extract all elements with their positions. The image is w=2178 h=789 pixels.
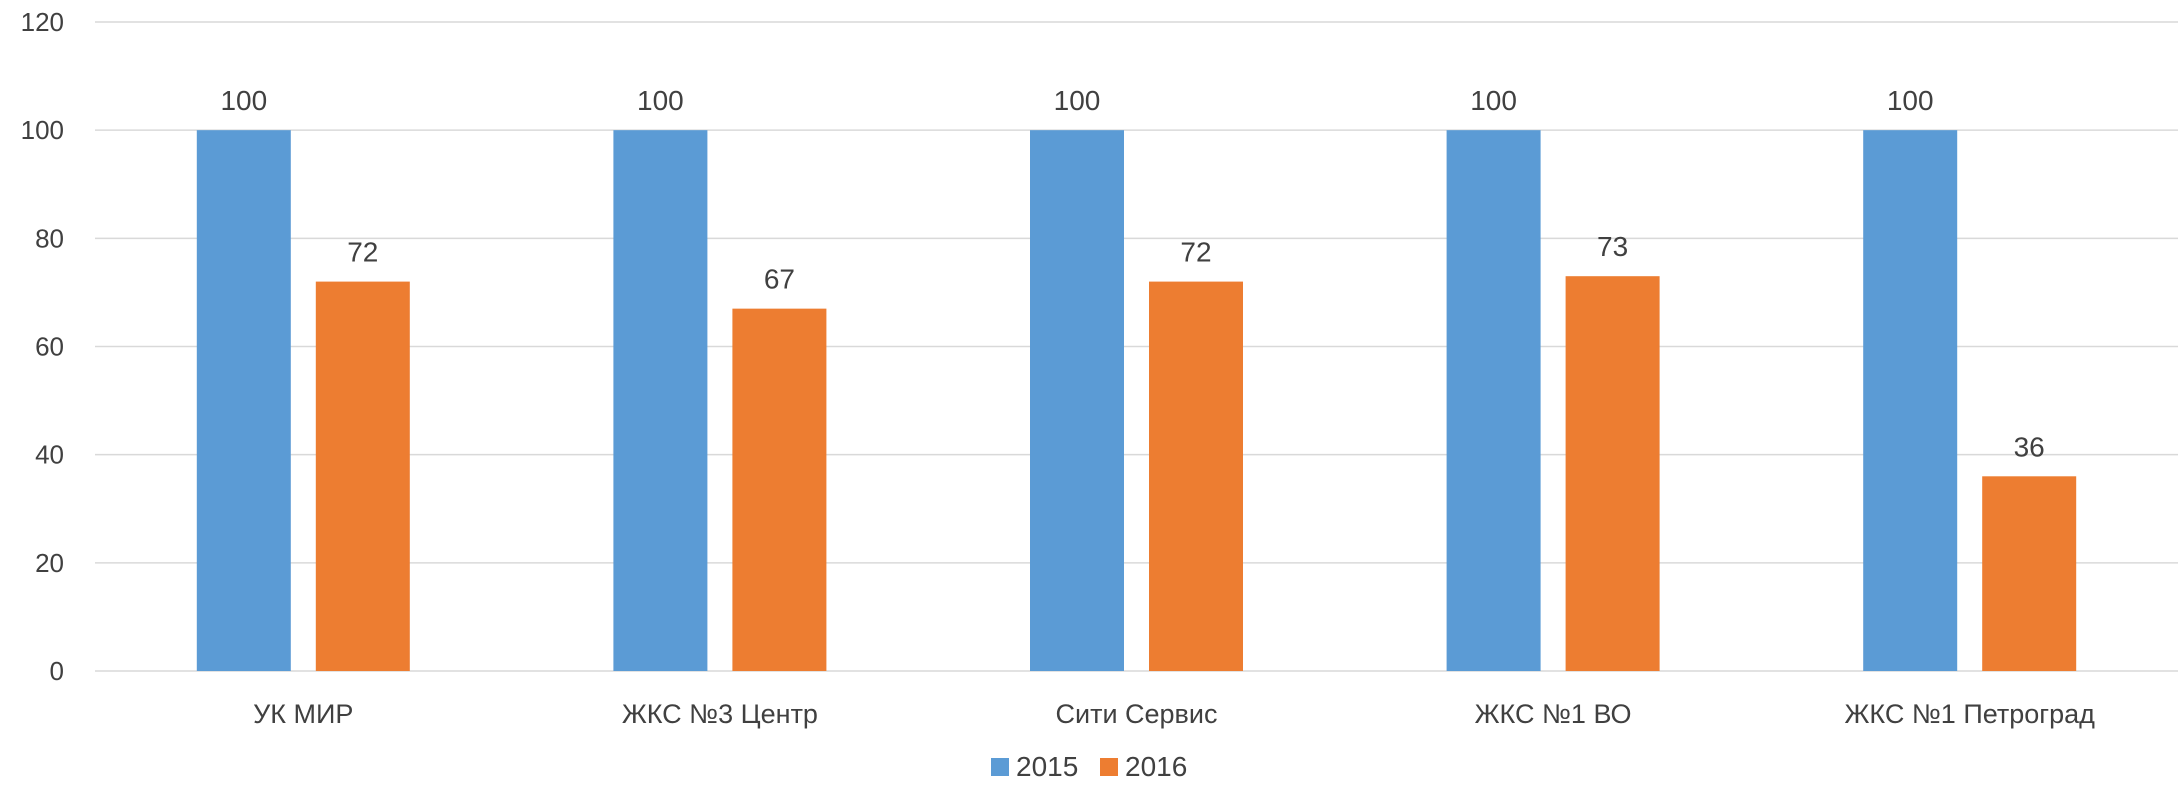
bar-2015 — [1446, 130, 1541, 671]
x-axis-categories: УК МИР ЖКС №3 Центр Сити Сервис ЖКС №1 ВО ЖК… — [253, 699, 2095, 729]
category-label: ЖКС №1 Петроград — [1844, 699, 2095, 729]
y-tick-label: 20 — [35, 548, 64, 578]
data-labels: 100 72 100 67 100 72 100 73 100 36 — [220, 85, 2044, 462]
y-tick-label: 40 — [35, 440, 64, 470]
data-label: 100 — [220, 85, 267, 116]
bar-2015 — [196, 130, 291, 671]
bar-2015 — [1030, 130, 1124, 671]
data-label: 72 — [1180, 237, 1211, 268]
legend-label: 2015 — [1016, 751, 1078, 782]
gridlines — [95, 21, 2178, 672]
y-tick-label: 100 — [21, 115, 64, 145]
y-tick-label: 120 — [21, 7, 64, 37]
category-label: УК МИР — [253, 699, 353, 729]
y-tick-label: 80 — [35, 223, 64, 253]
legend-label: 2016 — [1125, 751, 1187, 782]
legend-swatch-2015 — [991, 758, 1009, 776]
bar-2016 — [1149, 281, 1243, 671]
data-label: 100 — [1470, 85, 1517, 116]
data-label: 67 — [764, 264, 795, 295]
data-label: 73 — [1597, 231, 1628, 262]
legend-swatch-2016 — [1100, 758, 1118, 776]
bar-2016 — [1982, 476, 2077, 671]
bar-2015 — [613, 130, 708, 671]
data-label: 100 — [637, 85, 684, 116]
data-label: 72 — [347, 237, 378, 268]
bar-2015 — [1863, 130, 1958, 671]
y-axis-ticks: 0 20 40 60 80 100 120 — [21, 7, 64, 686]
bar-2016 — [1565, 276, 1660, 671]
bar-2016 — [315, 281, 410, 671]
bars — [196, 130, 2077, 671]
data-label: 36 — [2014, 431, 2045, 462]
legend: 2015 2016 — [991, 751, 1187, 782]
y-tick-label: 0 — [50, 656, 64, 686]
data-label: 100 — [1887, 85, 1934, 116]
category-label: Сити Сервис — [1056, 699, 1218, 729]
category-label: ЖКС №3 Центр — [622, 699, 818, 729]
category-label: ЖКС №1 ВО — [1475, 699, 1632, 729]
bar-2016 — [732, 308, 827, 671]
y-tick-label: 60 — [35, 332, 64, 362]
data-label: 100 — [1054, 85, 1101, 116]
